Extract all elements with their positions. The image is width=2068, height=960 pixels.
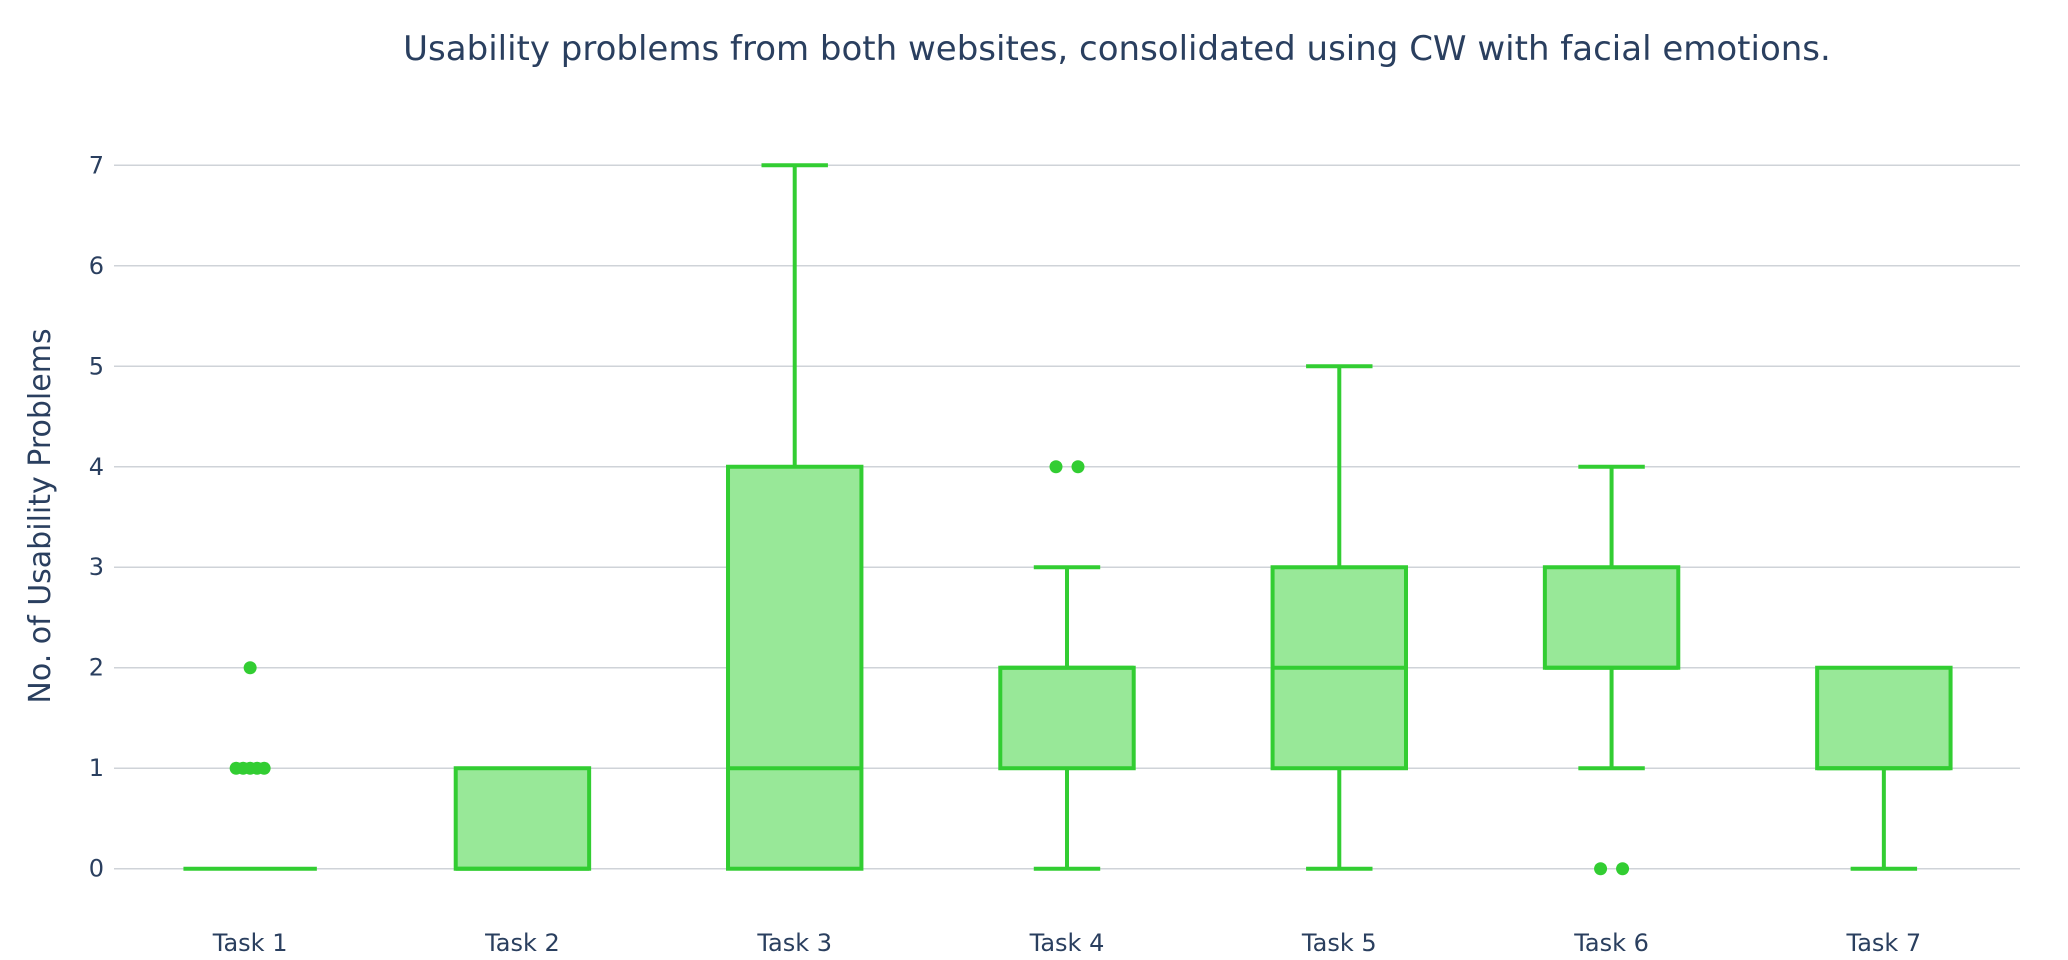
box-body [1815, 665, 1953, 771]
box-series [183, 163, 1953, 876]
y-axis-title: No. of Usability Problems [23, 328, 58, 703]
box-3 [726, 163, 864, 871]
box-5 [1270, 364, 1408, 871]
box-body [998, 665, 1136, 771]
outlier-point [1594, 862, 1608, 876]
outlier-point [1071, 460, 1085, 474]
x-tick-label: Task 6 [1573, 929, 1649, 957]
y-tick-label: 3 [89, 553, 104, 581]
box-6 [1542, 464, 1681, 876]
y-tick-label: 6 [89, 252, 104, 280]
box-body [1542, 565, 1681, 670]
box-7 [1815, 665, 1953, 871]
x-tick-label: Task 7 [1846, 929, 1922, 957]
outlier-point [243, 661, 257, 675]
outlier-point [257, 761, 271, 775]
box-1 [183, 661, 317, 871]
chart-title: Usability problems from both websites, c… [403, 29, 1831, 69]
outlier-point [1049, 460, 1063, 474]
x-tick-label: Task 5 [1301, 929, 1377, 957]
y-axis-tick-labels: 0 1 2 3 4 5 6 7 [89, 151, 104, 882]
y-tick-label: 2 [89, 654, 104, 682]
y-tick-label: 1 [89, 754, 104, 782]
y-tick-label: 5 [89, 352, 104, 380]
x-axis-tick-labels: Task 1 Task 2 Task 3 Task 4 Task 5 Task 6 Task… [212, 929, 1921, 957]
x-tick-label: Task 3 [756, 929, 832, 957]
outlier-point [1616, 862, 1630, 876]
x-tick-label: Task 1 [212, 929, 288, 957]
box-body [453, 766, 592, 871]
x-tick-label: Task 4 [1029, 929, 1105, 957]
box-body [726, 464, 864, 871]
x-tick-label: Task 2 [484, 929, 560, 957]
box-4 [998, 460, 1136, 871]
box-2 [453, 766, 592, 871]
y-tick-label: 0 [89, 855, 104, 883]
y-tick-label: 4 [89, 453, 104, 481]
y-tick-label: 7 [89, 151, 104, 179]
